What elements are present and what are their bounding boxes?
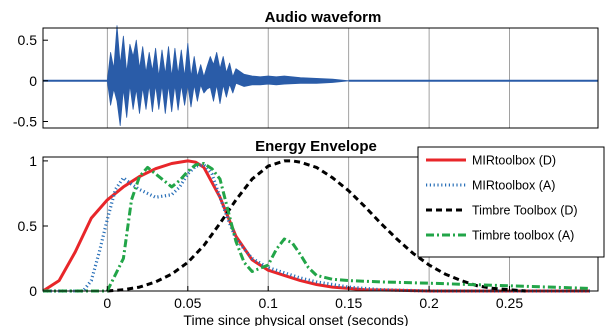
waveform-title: Audio waveform <box>265 9 382 26</box>
waveform-panel: Audio waveform 0.5 0 -0.5 <box>13 9 599 130</box>
x-tick-label-0: 0 <box>103 295 111 311</box>
x-tick-label-4: 0.2 <box>419 295 439 311</box>
legend: MIRtoolbox (D) MIRtoolbox (A) Timbre Toolb… <box>417 146 605 258</box>
envelope-title: Energy Envelope <box>255 138 377 155</box>
y-tick-label-1: 0.5 <box>18 218 38 234</box>
waveform-data <box>43 25 598 126</box>
series-line-3 <box>43 162 591 293</box>
y-tick-label-2: 0 <box>29 283 37 299</box>
legend-box <box>417 146 605 258</box>
legend-label-3: Timbre toolbox (A) <box>472 229 574 243</box>
waveform-frame <box>42 27 599 129</box>
x-tick-label-5: 0.25 <box>496 295 523 311</box>
y-tick-label-0: 0.5 <box>18 32 38 48</box>
x-tick-label-1: 0.05 <box>174 295 201 311</box>
legend-label-0: MIRtoolbox (D) <box>472 154 556 168</box>
legend-label-2: Timbre Toolbox (D) <box>472 204 578 218</box>
waveform-series <box>106 25 350 126</box>
legend-label-1: MIRtoolbox (A) <box>472 179 555 193</box>
envelope-x-ticks: 0 0.05 0.1 0.15 0.2 0.25 <box>103 286 523 311</box>
waveform-y-ticks: 0.5 0 -0.5 <box>13 32 48 130</box>
x-tick-label-3: 0.15 <box>335 295 362 311</box>
series-line-1 <box>43 163 590 293</box>
y-tick-label-2: -0.5 <box>13 114 37 130</box>
y-tick-label-1: 0 <box>29 73 37 89</box>
x-axis-label: Time since physical onset (seconds) <box>183 312 408 326</box>
envelope-panel: Energy Envelope 1 0.5 0 0 0.05 0.1 0.15 0.2 0.2… <box>18 138 605 326</box>
y-tick-label-0: 1 <box>29 153 37 169</box>
series-line-2 <box>107 159 526 293</box>
x-tick-label-2: 0.1 <box>258 295 278 311</box>
